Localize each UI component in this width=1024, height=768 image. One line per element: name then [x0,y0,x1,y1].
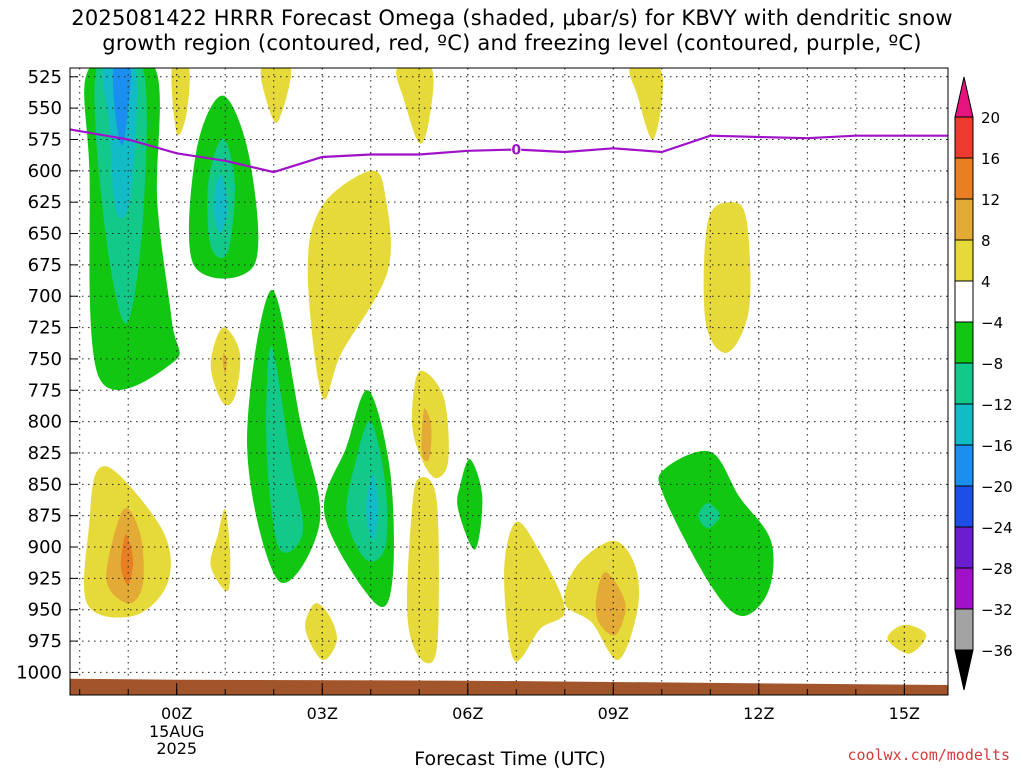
x-tick-label-00Z: 00Z [161,704,192,723]
colorbar-label: −16 [981,437,1013,455]
colorbar-label: −4 [981,314,1003,332]
y-tick-label-925: 925 [28,568,62,589]
surface-terrain [70,678,948,695]
credit-link[interactable]: coolwx.com/modelts [847,746,1010,764]
y-tick-label-600: 600 [28,161,62,182]
x-tick-label-15Z: 15Z [889,704,920,723]
colorbar-band [954,239,974,282]
colorbar-band [954,321,974,364]
freezing-level-layer: 0 [70,128,948,174]
omega-region-17 [396,68,434,144]
omega-region-3 [112,68,131,146]
y-tick-label-825: 825 [28,443,62,464]
x-tick-sublabel: 2025 [156,739,197,758]
y-tick-label-700: 700 [28,286,62,307]
omega-region-16 [260,68,292,123]
colorbar-label: 8 [981,232,991,250]
x-tick-label-06Z: 06Z [452,704,483,723]
colorbar-top-arrow [954,76,974,118]
y-axis: 525 550 575 600 625 650 675 700 725 750 775 800 825 8… [16,67,78,683]
colorbar-label: 4 [981,273,991,291]
colorbar-label: 20 [981,109,1000,127]
y-tick-label-900: 900 [28,537,62,558]
omega-region-32 [595,572,626,636]
y-tick-label-675: 675 [28,255,62,276]
y-tick-label-525: 525 [28,67,62,88]
omega-region-34 [887,624,927,654]
colorbar-band [954,403,974,446]
omega-region-12 [457,459,483,550]
y-tick-label-575: 575 [28,129,62,150]
colorbar-band [954,485,974,528]
omega-region-25 [406,477,439,664]
x-tick-sublabel: 15AUG [149,722,204,741]
colorbar-label: −36 [981,642,1013,660]
omega-region-14 [698,503,720,529]
omega-region-18 [629,68,664,140]
y-tick-label-800: 800 [28,412,62,433]
y-tick-label-950: 950 [28,600,62,621]
colorbar-band [954,608,974,651]
omega-region-8 [266,346,304,553]
y-tick-label-550: 550 [28,98,62,119]
colorbar: 20 16 12 8 4 −4 −8 −12 −16 −20 −24 −28 −32 −36 [954,76,1013,691]
colorbar-band [954,567,974,610]
colorbar-label: −28 [981,560,1013,578]
grid-lines [70,68,948,695]
y-tick-label-1000: 1000 [16,662,62,683]
y-tick-label-775: 775 [28,380,62,401]
omega-region-19 [307,170,391,400]
omega-shading [83,68,927,664]
x-tick-label-09Z: 09Z [598,704,629,723]
colorbar-band [954,280,974,323]
chart-title-line-2: growth region (contoured, red, ºC) and f… [102,31,922,55]
omega-region-29 [210,509,231,592]
y-tick-label-625: 625 [28,192,62,213]
surface-layer [70,678,948,695]
y-tick-label-750: 750 [28,349,62,370]
colorbar-band [954,362,974,405]
colorbar-band [954,198,974,241]
colorbar-label: −20 [981,478,1013,496]
colorbar-band [954,157,974,200]
y-tick-label-650: 650 [28,224,62,245]
plot-frame [69,67,949,696]
colorbar-label: −32 [981,601,1013,619]
omega-region-13 [658,450,774,617]
y-tick-label-875: 875 [28,506,62,527]
x-tick-label-12Z: 12Z [743,704,774,723]
x-tick-label-03Z: 03Z [307,704,338,723]
omega-region-30 [504,521,565,662]
omega-region-15 [171,68,190,136]
chart-title-line-1: 2025081422 HRRR Forecast Omega (shaded, … [71,6,953,30]
freezing-level-label-bg [511,141,522,158]
y-tick-label-850: 850 [28,474,62,495]
colorbar-label: −24 [981,519,1013,537]
colorbar-label: 12 [981,191,1000,209]
omega-region-11 [365,474,378,541]
y-tick-label-975: 975 [28,631,62,652]
omega-region-6 [213,174,228,234]
omega-region-33 [305,603,337,661]
colorbar-label: 16 [981,150,1000,168]
freezing-level-label: 0 [511,143,521,159]
colorbar-band [954,444,974,487]
colorbar-label: −8 [981,355,1003,373]
omega-region-20 [703,202,751,353]
x-axis-label: Forecast Time (UTC) [414,748,605,768]
colorbar-label: −12 [981,396,1013,414]
colorbar-band [954,116,974,159]
colorbar-band [954,526,974,569]
chart-title: 2025081422 HRRR Forecast Omega (shaded, … [0,6,1024,56]
y-tick-label-725: 725 [28,318,62,339]
colorbar-bottom-arrow [954,649,974,691]
omega-region-10 [346,421,388,562]
